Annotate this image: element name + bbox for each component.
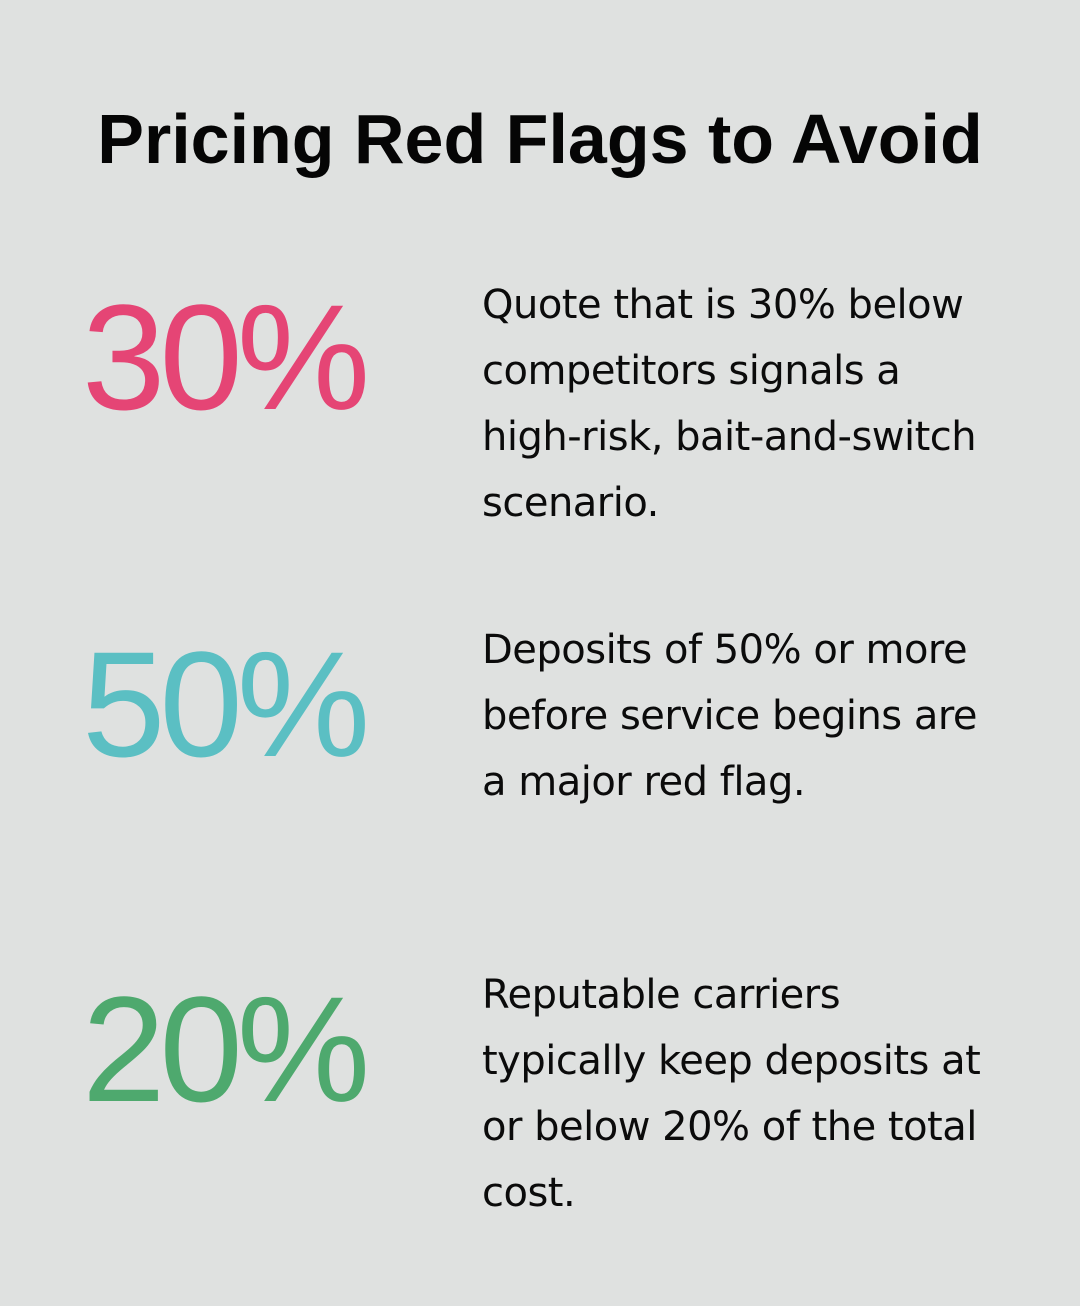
stat-value: 20% bbox=[82, 965, 370, 1133]
stat-value: 30% bbox=[82, 273, 370, 441]
stat-description: Quote that is 30% below competitors sign… bbox=[482, 282, 977, 526]
stat-description: Reputable carriers typically keep deposi… bbox=[482, 972, 981, 1216]
stat-description: Deposits of 50% or more before service b… bbox=[482, 627, 978, 805]
stat-value: 50% bbox=[82, 620, 370, 788]
page-title: Pricing Red Flags to Avoid bbox=[97, 100, 983, 178]
